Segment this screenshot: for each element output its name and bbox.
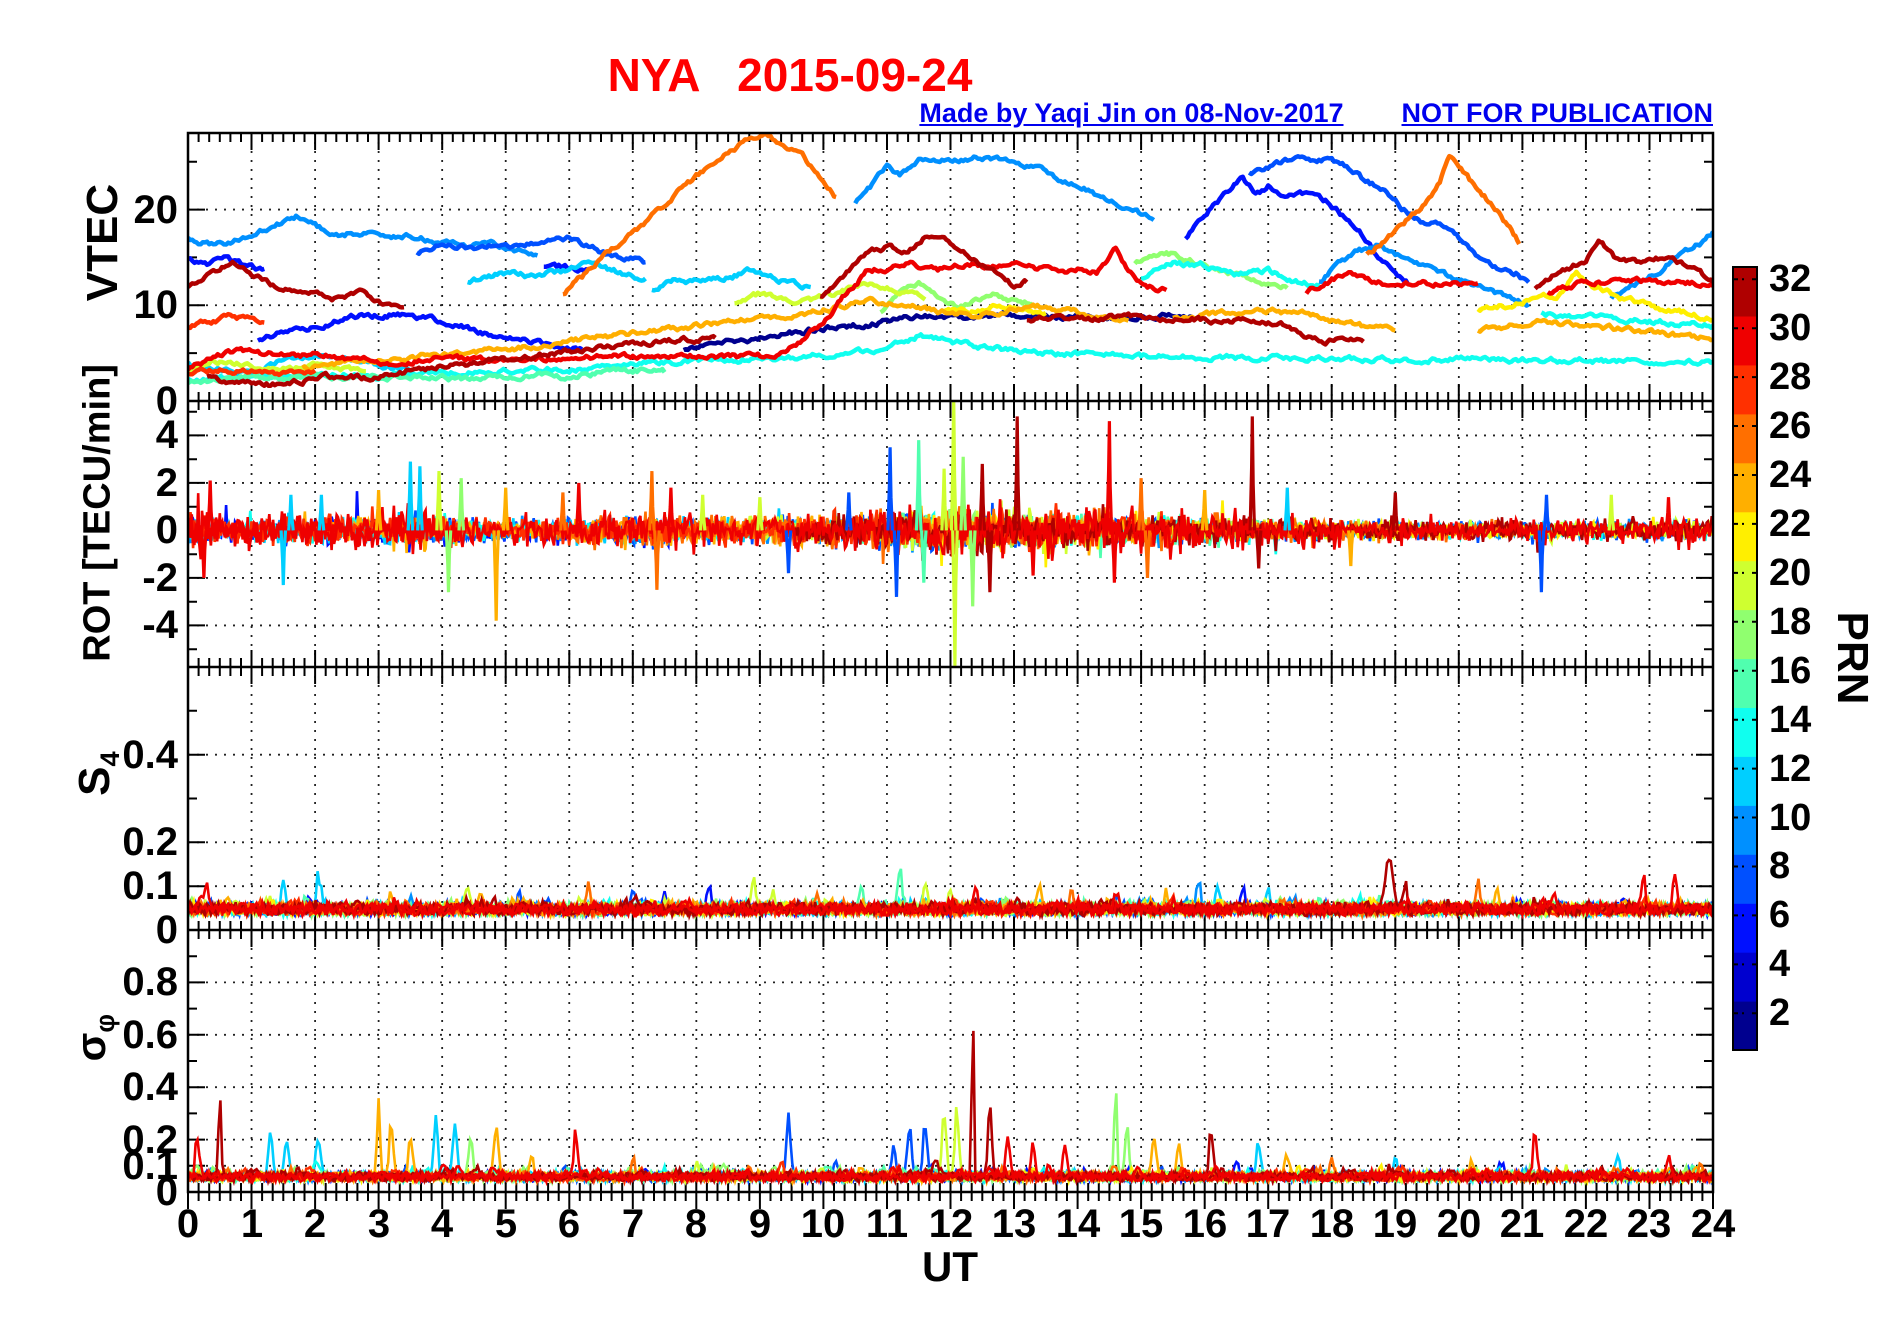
x-tick-label: 18: [1309, 1202, 1355, 1246]
x-tick-label: 16: [1182, 1202, 1228, 1246]
credit-line: Made by Yaqi Jin on 08-Nov-2017 NOT FOR …: [919, 98, 1713, 129]
x-tick-label: 1: [240, 1202, 264, 1246]
colorbar-tick-label: 10: [1769, 797, 1812, 839]
colorbar-tick-label: 30: [1769, 307, 1812, 349]
y-tick-label: 0.8: [122, 960, 178, 1004]
y-tick-label: 0: [155, 508, 178, 552]
x-tick-label: 2: [303, 1202, 327, 1246]
y-tick-label: 0: [155, 908, 178, 952]
y-tick-label: 20: [133, 188, 179, 232]
y-tick-label: 4: [155, 413, 178, 457]
colorbar-tick-label: 32: [1769, 258, 1812, 300]
x-tick-label: 3: [367, 1202, 391, 1246]
x-tick-label: 5: [494, 1202, 518, 1246]
s4-series: [188, 858, 1713, 922]
y-tick-label: 0.1: [122, 1144, 178, 1188]
x-tick-label: 11: [865, 1202, 909, 1246]
page-title: NYA 2015-09-24: [607, 49, 973, 101]
colorbar-tick-label: 14: [1769, 699, 1812, 741]
colorbar-tick-label: 8: [1769, 845, 1791, 887]
colorbar-tick-label: 20: [1769, 552, 1812, 594]
vtec-series: [188, 133, 1713, 389]
panel-borders: [186, 131, 1715, 1194]
colorbar-tick-label: 24: [1769, 454, 1812, 496]
colorbar-tick-label: 18: [1769, 601, 1812, 643]
x-tick-label: 17: [1245, 1202, 1291, 1246]
xlabel-ut: UT: [922, 1243, 978, 1290]
x-tick-label: 0: [176, 1202, 200, 1246]
x-tick-label: 15: [1118, 1202, 1164, 1246]
y-tick-label: 0.6: [122, 1013, 178, 1057]
colorbar-tick-label: 12: [1769, 748, 1812, 790]
x-tick-label: 8: [684, 1202, 708, 1246]
colorbar-tick-label: 16: [1769, 650, 1812, 692]
x-tick-label: 22: [1563, 1202, 1609, 1246]
colorbar-tick-label: 2: [1769, 992, 1791, 1034]
colorbar: [1732, 266, 1758, 1051]
colorbar-tick-label: 6: [1769, 894, 1791, 936]
y-tick-label: 0.2: [122, 1118, 178, 1162]
x-tick-label: 12: [928, 1202, 974, 1246]
y-tick-label: 2: [155, 461, 178, 505]
x-tick-label: 6: [557, 1202, 581, 1246]
x-tick-label: 19: [1372, 1202, 1418, 1246]
colorbar-tick-label: 28: [1769, 356, 1812, 398]
x-tick-label: 13: [991, 1202, 1037, 1246]
x-tick-label: 7: [621, 1202, 645, 1246]
y-tick-label: -2: [142, 556, 178, 600]
credit-notice: NOT FOR PUBLICATION: [1401, 98, 1713, 128]
y-tick-label: 10: [133, 283, 179, 327]
colorbar-tick-label: 26: [1769, 405, 1812, 447]
y-tick-label: 0.1: [122, 864, 178, 908]
sigma-phi-series: [188, 1030, 1713, 1187]
y-tick-label: 0.2: [122, 820, 178, 864]
credit-author: Made by Yaqi Jin on 08-Nov-2017: [919, 98, 1344, 128]
y-tick-label: 0: [155, 379, 178, 423]
x-tick-label: 24: [1690, 1202, 1736, 1246]
y-tick-label: 0.4: [122, 733, 178, 777]
colorbar-tick-label: 22: [1769, 503, 1812, 545]
y-tick-label: -4: [142, 603, 178, 647]
colorbar-tick-label: 4: [1769, 943, 1791, 985]
y-tick-label: 0.4: [122, 1065, 178, 1109]
x-tick-label: 23: [1626, 1202, 1672, 1246]
x-tick-label: 10: [800, 1202, 846, 1246]
y-tick-label: 0: [155, 1170, 178, 1214]
x-tick-label: 9: [748, 1202, 772, 1246]
x-tick-label: 14: [1055, 1202, 1101, 1246]
x-tick-label: 4: [430, 1202, 454, 1246]
rot-series: [188, 401, 1713, 666]
x-tick-label: 20: [1436, 1202, 1482, 1246]
x-tick-label: 21: [1499, 1202, 1545, 1246]
